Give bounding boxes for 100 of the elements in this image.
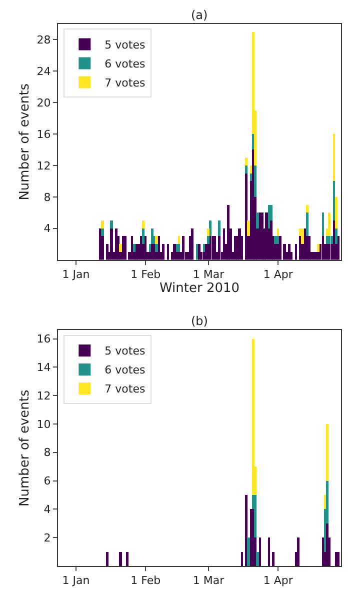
bar xyxy=(328,244,331,260)
bar xyxy=(317,244,320,252)
bar xyxy=(277,228,280,236)
bar xyxy=(142,220,144,228)
bar xyxy=(149,244,152,252)
bar xyxy=(306,212,308,236)
x-axis-title: Winter 2010 xyxy=(159,280,240,296)
y-tick-label: 14 xyxy=(36,361,51,374)
bar xyxy=(272,552,275,566)
bar xyxy=(155,244,158,252)
bar xyxy=(322,538,324,566)
bar xyxy=(259,212,262,260)
bar xyxy=(256,552,259,566)
bar xyxy=(218,220,221,236)
bar xyxy=(306,204,308,213)
y-tick-label: 24 xyxy=(36,65,51,78)
bar xyxy=(265,212,268,260)
bar xyxy=(133,244,136,252)
bar xyxy=(247,538,250,566)
bar xyxy=(268,538,270,566)
bar xyxy=(119,244,122,252)
bar xyxy=(241,552,244,566)
x-tick-label: 1 Apr xyxy=(263,574,294,588)
bar xyxy=(178,244,180,252)
y-tick-label: 10 xyxy=(36,418,51,431)
bar xyxy=(297,538,300,566)
bar xyxy=(110,220,113,228)
legend-label: 5 votes xyxy=(104,38,146,52)
bar xyxy=(182,236,185,260)
bar xyxy=(256,212,259,228)
bar xyxy=(250,173,252,182)
bar xyxy=(247,220,250,236)
y-tick-label: 12 xyxy=(36,389,51,402)
bar xyxy=(212,236,214,260)
legend-label: 6 votes xyxy=(104,58,146,71)
bar xyxy=(126,552,129,566)
y-tick-label: 2 xyxy=(44,531,51,544)
y-tick-label: 12 xyxy=(36,159,51,172)
y-tick-label: 28 xyxy=(36,34,51,47)
bar xyxy=(173,244,176,260)
y-tick-label: 16 xyxy=(36,332,51,346)
bar xyxy=(245,158,248,166)
y-tick-label: 6 xyxy=(44,474,51,488)
bar xyxy=(101,228,104,236)
bar xyxy=(304,228,306,260)
chart-title: (a) xyxy=(191,8,208,22)
bar xyxy=(214,236,216,260)
x-tick-label: 1 Apr xyxy=(263,268,294,281)
y-axis-title: Number of events xyxy=(18,389,33,507)
y-tick-label: 16 xyxy=(36,128,51,141)
bar xyxy=(254,494,257,538)
bar xyxy=(140,236,142,260)
bar xyxy=(223,228,226,260)
bar xyxy=(270,220,272,260)
bar xyxy=(162,244,165,260)
bar xyxy=(131,236,134,260)
bar xyxy=(328,236,331,244)
bar xyxy=(245,165,248,174)
y-tick-label: 8 xyxy=(44,190,51,204)
bar xyxy=(295,244,298,260)
bar xyxy=(274,236,277,244)
bar xyxy=(308,236,311,260)
y-tick-label: 4 xyxy=(44,503,51,516)
bar xyxy=(167,244,170,260)
bar xyxy=(191,228,194,260)
bar xyxy=(218,236,221,260)
bar xyxy=(326,424,328,481)
x-tick-label: 1 Jan xyxy=(62,268,90,281)
bar xyxy=(110,228,113,260)
bar xyxy=(250,165,252,174)
bar xyxy=(288,244,290,260)
legend-label: 5 votes xyxy=(104,344,146,358)
x-tick-label: 1 Mar xyxy=(192,574,225,588)
bar xyxy=(335,228,338,244)
bar xyxy=(268,204,270,228)
legend-label: 7 votes xyxy=(104,382,146,396)
y-axis-title: Number of events xyxy=(18,83,33,200)
bar xyxy=(158,236,160,260)
bar xyxy=(328,212,331,236)
bar xyxy=(178,236,180,244)
bar xyxy=(176,244,178,252)
bar xyxy=(207,236,210,244)
bar xyxy=(101,220,104,228)
bar xyxy=(151,228,154,244)
bar xyxy=(333,134,336,182)
bar xyxy=(259,538,262,566)
x-tick-label: 1 Feb xyxy=(130,268,161,281)
y-tick-label: 20 xyxy=(36,96,51,110)
bar xyxy=(252,338,254,495)
y-tick-label: 8 xyxy=(44,446,51,460)
bar xyxy=(122,236,124,260)
bar xyxy=(119,552,122,566)
bar xyxy=(331,236,333,244)
x-tick-label: 1 Jan xyxy=(62,574,90,588)
bar xyxy=(207,228,210,236)
x-tick-label: 1 Mar xyxy=(192,268,225,281)
legend-label: 6 votes xyxy=(104,364,146,377)
chart-title: (b) xyxy=(191,314,208,328)
bar xyxy=(337,552,340,566)
bar xyxy=(203,244,205,252)
